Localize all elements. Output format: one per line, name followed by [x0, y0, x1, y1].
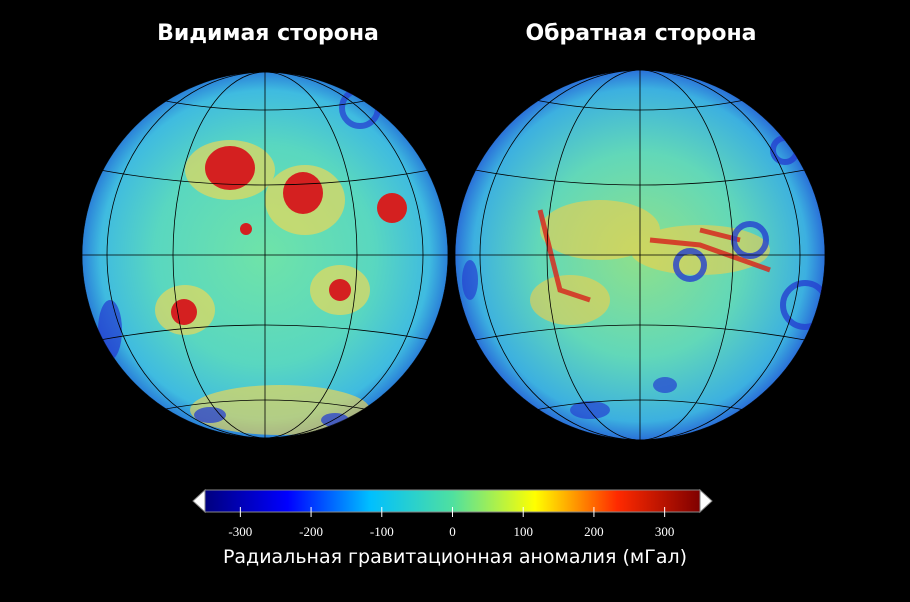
colorbar-tick-label: 300 [655, 524, 675, 539]
hemisphere-title: Видимая сторона [157, 21, 379, 46]
colorbar: -300 -200 -100 0 100 200 300 [192, 488, 713, 539]
colorbar-tick-label: -100 [370, 524, 394, 539]
colorbar-tick-label: 100 [513, 524, 533, 539]
colorbar-tick-label: -200 [299, 524, 323, 539]
colorbar-tick-label: 200 [584, 524, 604, 539]
colorbar-tick-label: -300 [228, 524, 252, 539]
far-side-map [455, 70, 825, 440]
hemisphere-title: Обратная сторона [525, 21, 756, 46]
colorbar-extend-high [699, 488, 713, 514]
colorbar-extend-low [192, 488, 206, 514]
colorbar-label: Радиальная гравитационная аномалия (мГал… [223, 546, 687, 568]
near-side-map [82, 72, 448, 438]
colorbar-tick-label: 0 [449, 524, 456, 539]
